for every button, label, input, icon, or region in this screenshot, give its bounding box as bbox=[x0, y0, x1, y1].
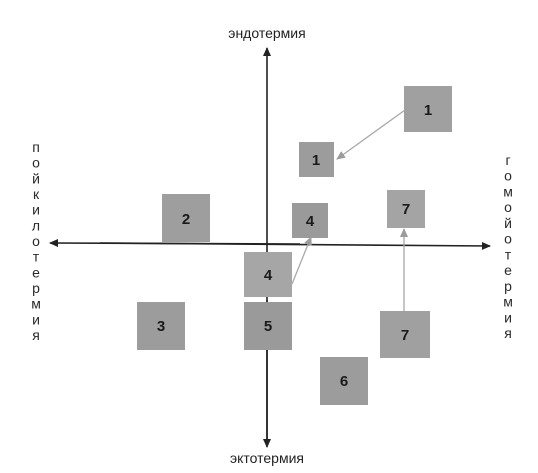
box-1-top-right bbox=[404, 86, 452, 132]
right-label-letter: м bbox=[503, 294, 513, 310]
box-label: 3 bbox=[157, 318, 165, 335]
box-label: 7 bbox=[402, 201, 410, 218]
right-label-letter: о bbox=[504, 168, 512, 184]
axis-label-top: эндотермия bbox=[228, 25, 305, 41]
right-label-letter: т bbox=[505, 246, 512, 262]
left-label-letter: р bbox=[32, 280, 40, 296]
box-4-center bbox=[244, 252, 292, 297]
left-label-letter: и bbox=[32, 202, 40, 218]
box-7-upper bbox=[387, 190, 425, 228]
box-label: 7 bbox=[401, 327, 409, 344]
right-label-letter: р bbox=[504, 278, 512, 294]
box-label: 1 bbox=[312, 152, 320, 169]
left-label-letter: о bbox=[32, 155, 40, 171]
right-label-letter: г bbox=[505, 152, 510, 168]
arrow-4-transition bbox=[291, 236, 312, 285]
left-label-letter: и bbox=[32, 311, 40, 327]
box-label: 4 bbox=[306, 213, 315, 230]
box-5 bbox=[244, 302, 292, 350]
left-label-letter: л bbox=[32, 217, 40, 233]
right-label-letter: я bbox=[504, 325, 512, 341]
right-label-letter: м bbox=[503, 184, 513, 200]
left-label-letter: о bbox=[32, 233, 40, 249]
right-label-letter: е bbox=[504, 262, 512, 278]
box-label: 5 bbox=[264, 318, 272, 335]
box-2 bbox=[162, 194, 210, 242]
box-label: 1 bbox=[424, 102, 432, 119]
left-label-letter: т bbox=[33, 249, 40, 265]
box-label: 2 bbox=[182, 211, 190, 228]
box-label: 4 bbox=[264, 267, 273, 284]
left-label-letter: п bbox=[32, 139, 40, 155]
box-6 bbox=[320, 357, 368, 405]
right-label-letter: й bbox=[504, 215, 512, 231]
box-3 bbox=[137, 302, 185, 350]
right-label-letter: о bbox=[504, 199, 512, 215]
box-label: 6 bbox=[340, 373, 348, 390]
box-4-upper bbox=[292, 203, 328, 238]
box-1-mid bbox=[299, 142, 334, 177]
left-label-letter: й bbox=[32, 170, 40, 186]
horizontal-axis-left bbox=[49, 239, 301, 248]
left-label-letter: е bbox=[32, 264, 40, 280]
left-label-letter: к bbox=[33, 186, 40, 202]
arrow-1-transition bbox=[336, 109, 406, 160]
box-7-lower bbox=[380, 311, 430, 358]
axis-label-bottom: эктотермия bbox=[230, 450, 304, 466]
left-label-letter: м bbox=[31, 296, 41, 312]
right-label-letter: о bbox=[504, 231, 512, 247]
left-label-letter: я bbox=[32, 327, 40, 343]
right-label-letter: и bbox=[504, 309, 512, 325]
